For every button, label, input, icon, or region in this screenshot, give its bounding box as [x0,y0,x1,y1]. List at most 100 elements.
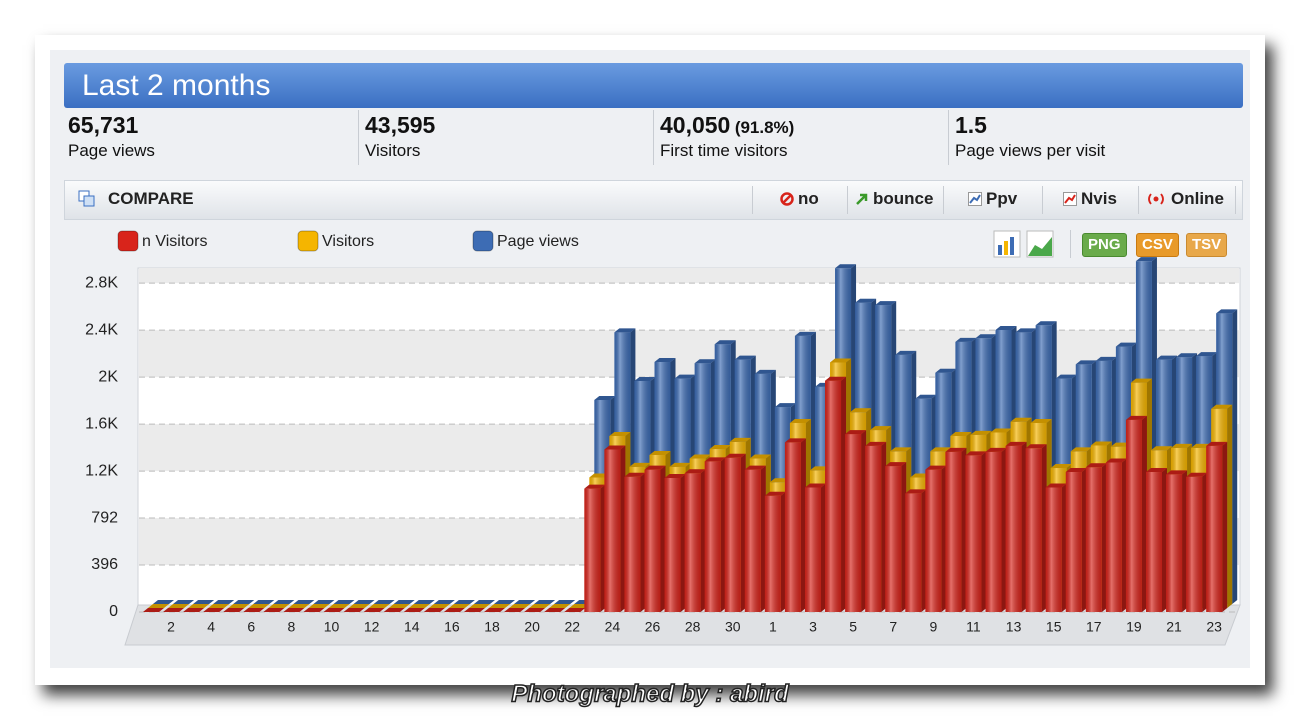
bar-sheen [764,495,781,612]
bar-top [408,604,430,608]
bar-top [604,445,626,450]
bar-top [789,418,811,423]
bar-top [453,600,475,604]
x-tick-label: 13 [1006,619,1022,635]
bar-side [881,441,887,612]
export-button[interactable]: PNG [1082,233,1127,257]
bar-top-shade [990,428,1012,433]
bar-top [233,600,255,604]
bar-side-shade [680,473,686,612]
bar-top-shade [955,337,977,342]
bar-top-shade [694,359,716,364]
bar-top-shade [203,608,225,612]
bar-sheen [825,380,842,612]
bar-top-shade [453,600,475,604]
bar-top [850,408,872,413]
bar-top-shade [468,604,490,608]
compare-option[interactable]: Online [1145,189,1224,209]
compare-option[interactable]: Ppv [968,189,1017,209]
bar-top [529,604,551,608]
bar-top [955,337,977,342]
bar-top-shade [213,600,235,604]
bar-top-shade [729,437,751,442]
bar-top [348,604,370,608]
bar-top [193,600,215,604]
bar-top [689,454,711,459]
separator [358,110,359,165]
bar-sheen [744,469,761,612]
bar-top-shade [935,368,957,373]
stat-value: 65,731 [68,112,139,138]
bar-sheen [604,449,621,612]
compare-option[interactable]: no [780,189,819,209]
bar-top [1075,360,1097,365]
stat: 1.5 Page views per visit [955,112,1105,161]
bar-top-shade [644,465,666,470]
bar-top-shade [754,369,776,374]
bar-top-shade [288,604,310,608]
compare-option[interactable]: bounce [855,189,933,209]
bar-top-shade [649,450,671,455]
bar-sheen [885,466,902,612]
export-button[interactable]: TSV [1186,233,1228,257]
bar-top-shade [890,447,912,452]
bar-top-shade [1030,418,1052,423]
stat: 43,595 Visitors [365,112,435,161]
bar-top-shade [684,469,706,474]
x-tick-label: 14 [404,619,420,635]
bar-top-shade [263,608,285,612]
bar-top [168,604,190,608]
x-tick-label: 12 [364,619,380,635]
bar-top [654,358,676,363]
icon [968,192,982,206]
bar-top-shade [303,608,325,612]
bar-top [794,331,816,336]
bar-top [1070,447,1092,452]
bar-top [1015,328,1037,333]
bar-top-shade [654,358,676,363]
icon [1063,192,1077,206]
bar-top-shade [534,600,556,604]
bar-top [1005,441,1027,446]
bar-top [173,600,195,604]
bar-top-shade [283,608,305,612]
bar-side [1041,444,1047,612]
compare-option[interactable]: Nvis [1063,189,1117,209]
bar-top-shade [584,484,606,489]
bar-top-shade [428,604,450,608]
bar-top [393,600,415,604]
separator [1138,186,1139,214]
bar-sheen [804,487,821,612]
bar-top [554,600,576,604]
y-tick-label: 2.4K [85,321,118,338]
export-button[interactable]: CSV [1136,233,1179,257]
bar-top-shade [975,334,997,339]
bar-top [825,376,847,381]
bar-top [1151,446,1172,451]
bar-side [941,465,947,612]
bar-top [163,608,185,612]
bar-side-shade [620,445,626,612]
bar-side [921,489,927,612]
bar-top-shade [1216,309,1238,314]
bar-top-shade [1125,415,1147,420]
stat-value: 43,595 [365,112,436,138]
bar-side [800,438,806,612]
bar-top-shade [1065,468,1087,473]
bar-side-shade [700,469,706,612]
bar-top-shade [885,462,907,467]
bar-top-shade [323,608,345,612]
bar-top-shade [664,473,686,478]
bar-top-shade [744,465,766,470]
bar-side [961,447,967,612]
bar-top [468,604,490,608]
bar-top [363,608,385,612]
bar-top-shade [1025,444,1047,449]
header-title: Last 2 months [64,63,1243,108]
bar-top-shade [870,426,892,431]
bar-side [1232,309,1238,604]
x-tick-label: 20 [524,619,540,635]
bar-top-shade [950,432,972,436]
bar-top-shade [193,600,215,604]
bar-top-shade [348,604,370,608]
